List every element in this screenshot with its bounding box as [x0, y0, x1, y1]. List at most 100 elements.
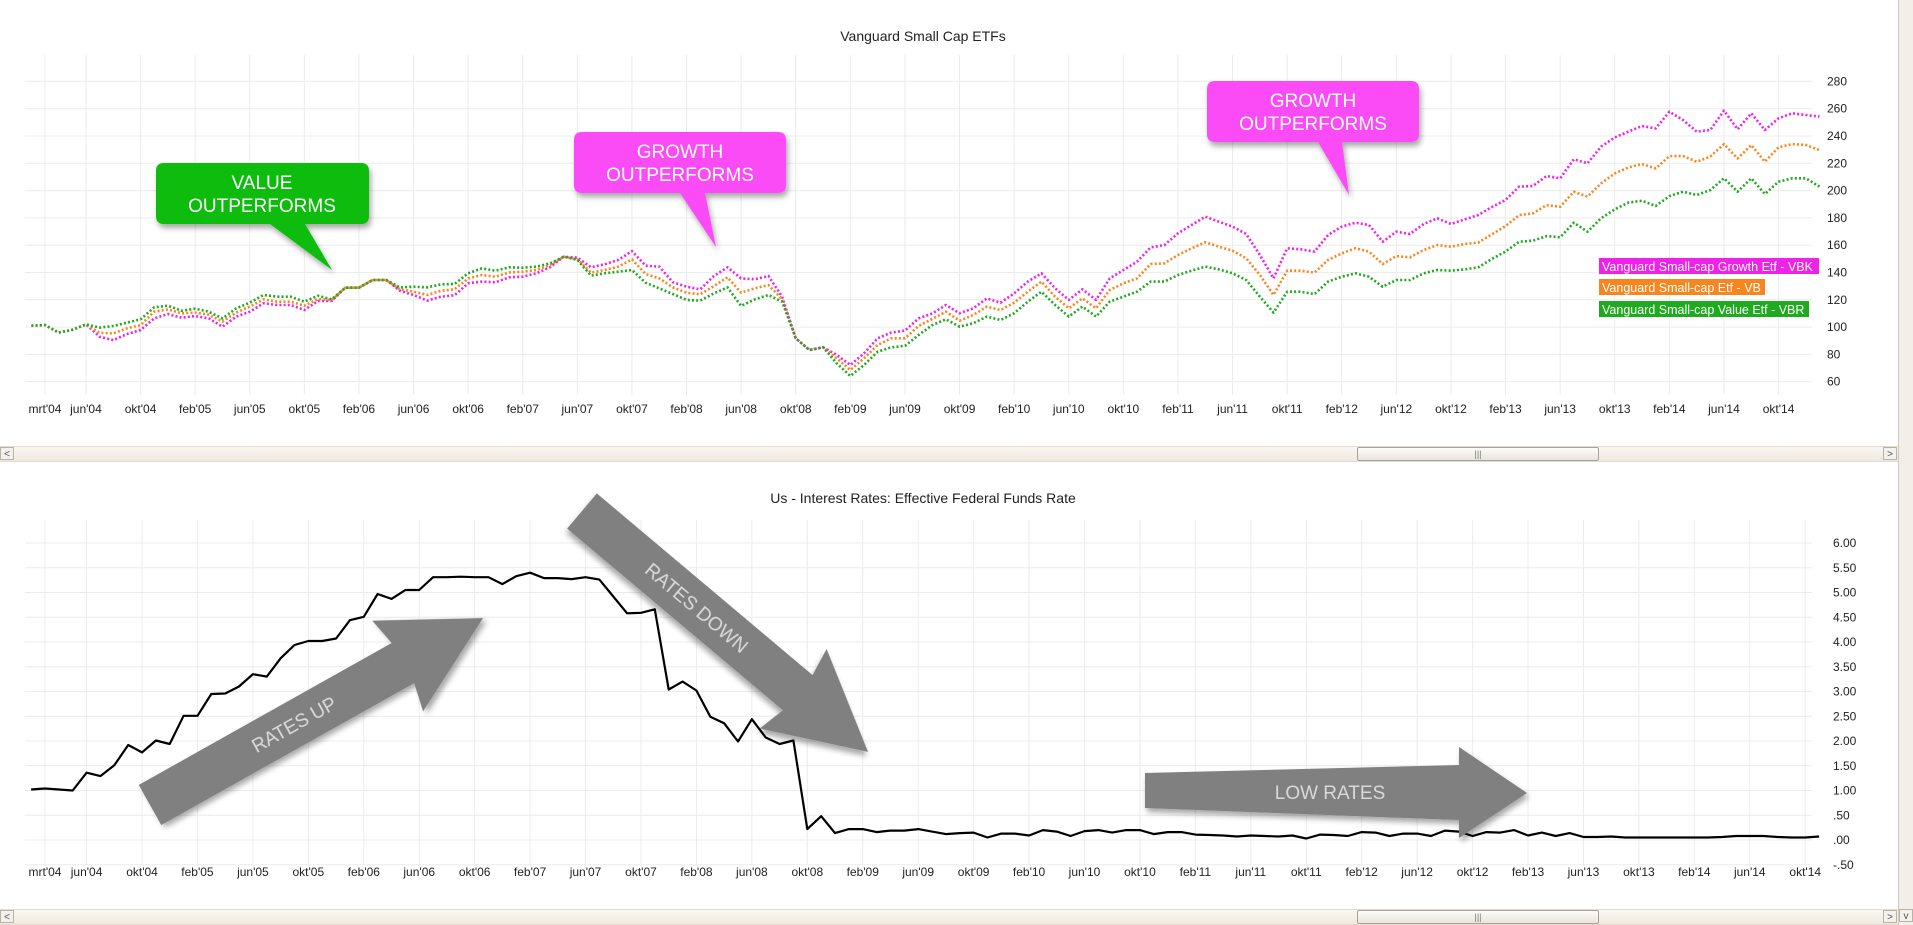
legend-item-vbk[interactable]: Vanguard Small-cap Growth Etf - VBK: [1599, 258, 1819, 274]
legend-label-vb: Vanguard Small-cap Etf - VB: [1602, 281, 1761, 295]
x-tick-label: feb'05: [181, 865, 214, 879]
x-tick-label: feb'14: [1653, 402, 1686, 416]
fed-funds-chart-grid: [25, 520, 1812, 866]
x-tick-label: okt'12: [1435, 402, 1467, 416]
y-tick-label: 240: [1827, 129, 1847, 143]
x-tick-label: okt'11: [1272, 402, 1303, 416]
x-tick-label: okt'06: [452, 402, 484, 416]
x-tick-label: okt'10: [1124, 865, 1156, 879]
x-tick-label: feb'11: [1180, 865, 1212, 879]
x-tick-label: okt'06: [459, 865, 491, 879]
x-tick-label: feb'08: [680, 865, 713, 879]
y-tick-label: 160: [1827, 238, 1847, 252]
y-tick-label: 200: [1827, 184, 1847, 198]
x-tick-label: feb'11: [1162, 402, 1194, 416]
x-tick-label: okt'13: [1623, 865, 1655, 879]
x-tick-label: feb'13: [1489, 402, 1522, 416]
etf-chart-title: Vanguard Small Cap ETFs: [840, 28, 1005, 44]
etf-chart-x-axis: mrt'04 jun'04 okt'04 feb'05 jun'05 okt'05 feb'…: [29, 402, 1795, 416]
scroll-down-button[interactable]: v: [1899, 909, 1913, 922]
x-tick-label: okt'07: [625, 865, 657, 879]
x-tick-label: okt'04: [126, 865, 158, 879]
scroll-thumb[interactable]: |||: [1357, 910, 1599, 924]
fed-funds-chart-y-axis: 6.00 5.50 5.00 4.50 4.00 3.50 3.00 2.50 2.00 1.50…: [1833, 536, 1857, 872]
callout-growth-outperforms-2007: GROWTH OUTPERFORMS: [574, 132, 786, 247]
callout-bubble: [156, 163, 369, 270]
x-tick-label: okt'08: [791, 865, 823, 879]
x-tick-label: feb'07: [507, 402, 540, 416]
scroll-right-button[interactable]: >: [1883, 910, 1897, 923]
x-tick-label: okt'08: [780, 402, 812, 416]
callout-text-line2: OUTPERFORMS: [188, 196, 336, 217]
x-tick-label: feb'12: [1346, 865, 1379, 879]
legend-label-vbr: Vanguard Small-cap Value Etf - VBR: [1602, 303, 1804, 317]
callout-bubble: [1207, 81, 1419, 195]
x-tick-label: okt'05: [289, 402, 321, 416]
arrow-shape: [138, 618, 484, 826]
fed-funds-chart: Us - Interest Rates: Effective Federal F…: [25, 490, 1857, 879]
legend-item-vbr[interactable]: Vanguard Small-cap Value Etf - VBR: [1599, 301, 1809, 317]
y-tick-label: 1.00: [1833, 784, 1857, 798]
scroll-thumb[interactable]: |||: [1357, 447, 1599, 461]
etf-chart-series: [31, 109, 1821, 378]
arrow-rates-down: RATES DOWN: [567, 493, 869, 752]
y-tick-label: 280: [1827, 74, 1847, 88]
y-tick-label: 3.50: [1833, 660, 1857, 674]
scroll-right-button[interactable]: >: [1883, 447, 1897, 460]
legend-swatch-vb: [1599, 279, 1765, 295]
x-tick-label: jun'05: [233, 402, 266, 416]
x-tick-label: feb'09: [847, 865, 880, 879]
arrow-label: LOW RATES: [1275, 783, 1386, 804]
y-tick-label: 60: [1827, 375, 1841, 389]
x-tick-label: okt'13: [1599, 402, 1631, 416]
etf-chart-legend: Vanguard Small-cap Growth Etf - VBK Vang…: [1599, 258, 1819, 317]
x-tick-label: feb'07: [514, 865, 547, 879]
y-tick-label: 1.50: [1833, 759, 1857, 773]
series-line-fed-funds-rate: [31, 571, 1820, 840]
y-tick-label: 5.50: [1833, 561, 1857, 575]
y-tick-label: 100: [1827, 320, 1847, 334]
x-tick-label: jun'10: [1068, 865, 1101, 879]
x-tick-label: mrt'04: [29, 402, 62, 416]
y-tick-label: .00: [1833, 833, 1850, 847]
fed-funds-chart-title: Us - Interest Rates: Effective Federal F…: [770, 490, 1076, 506]
x-tick-label: jun'10: [1052, 402, 1085, 416]
x-tick-label: jun'06: [402, 865, 435, 879]
arrow-low-rates: LOW RATES: [1145, 747, 1527, 838]
x-tick-label: feb'10: [1013, 865, 1046, 879]
x-tick-label: okt'09: [958, 865, 990, 879]
x-tick-label: jun'12: [1380, 402, 1413, 416]
x-tick-label: okt'04: [125, 402, 157, 416]
legend-item-vb[interactable]: Vanguard Small-cap Etf - VB: [1599, 279, 1765, 295]
series-line-vbr: [31, 177, 1821, 378]
x-tick-label: feb'06: [343, 402, 376, 416]
x-tick-label: feb'14: [1678, 865, 1711, 879]
x-tick-label: okt'14: [1763, 402, 1795, 416]
fed-funds-chart-scrollbar[interactable]: < ||| >: [0, 909, 1898, 925]
etf-chart-y-axis: 280 260 240 220 200 180 160 140 120 100 80 60: [1827, 74, 1847, 388]
x-tick-label: feb'08: [670, 402, 703, 416]
x-tick-label: jun'09: [901, 865, 934, 879]
y-tick-label: 260: [1827, 102, 1847, 116]
y-tick-label: 4.00: [1833, 635, 1857, 649]
callout-bubble: [574, 132, 786, 247]
x-tick-label: jun'09: [888, 402, 921, 416]
etf-chart-scrollbar[interactable]: < ||| >: [0, 446, 1898, 462]
x-tick-label: okt'05: [293, 865, 325, 879]
x-tick-label: okt'11: [1291, 865, 1322, 879]
x-tick-label: feb'10: [998, 402, 1031, 416]
callout-text-line1: GROWTH: [637, 142, 724, 163]
y-tick-label: -.50: [1833, 858, 1854, 872]
x-tick-label: jun'08: [735, 865, 768, 879]
callout-text-line1: GROWTH: [1270, 91, 1357, 112]
callout-text-line2: OUTPERFORMS: [606, 165, 754, 186]
scroll-left-button[interactable]: <: [0, 910, 14, 923]
callout-value-outperforms: VALUE OUTPERFORMS: [156, 163, 369, 270]
x-tick-label: jun'13: [1543, 402, 1576, 416]
x-tick-label: feb'09: [834, 402, 867, 416]
y-tick-label: 80: [1827, 347, 1841, 361]
x-tick-label: jun'07: [561, 402, 594, 416]
x-tick-label: jun'11: [1234, 865, 1266, 879]
scroll-left-button[interactable]: <: [0, 447, 14, 460]
fed-funds-chart-series: [31, 571, 1820, 840]
